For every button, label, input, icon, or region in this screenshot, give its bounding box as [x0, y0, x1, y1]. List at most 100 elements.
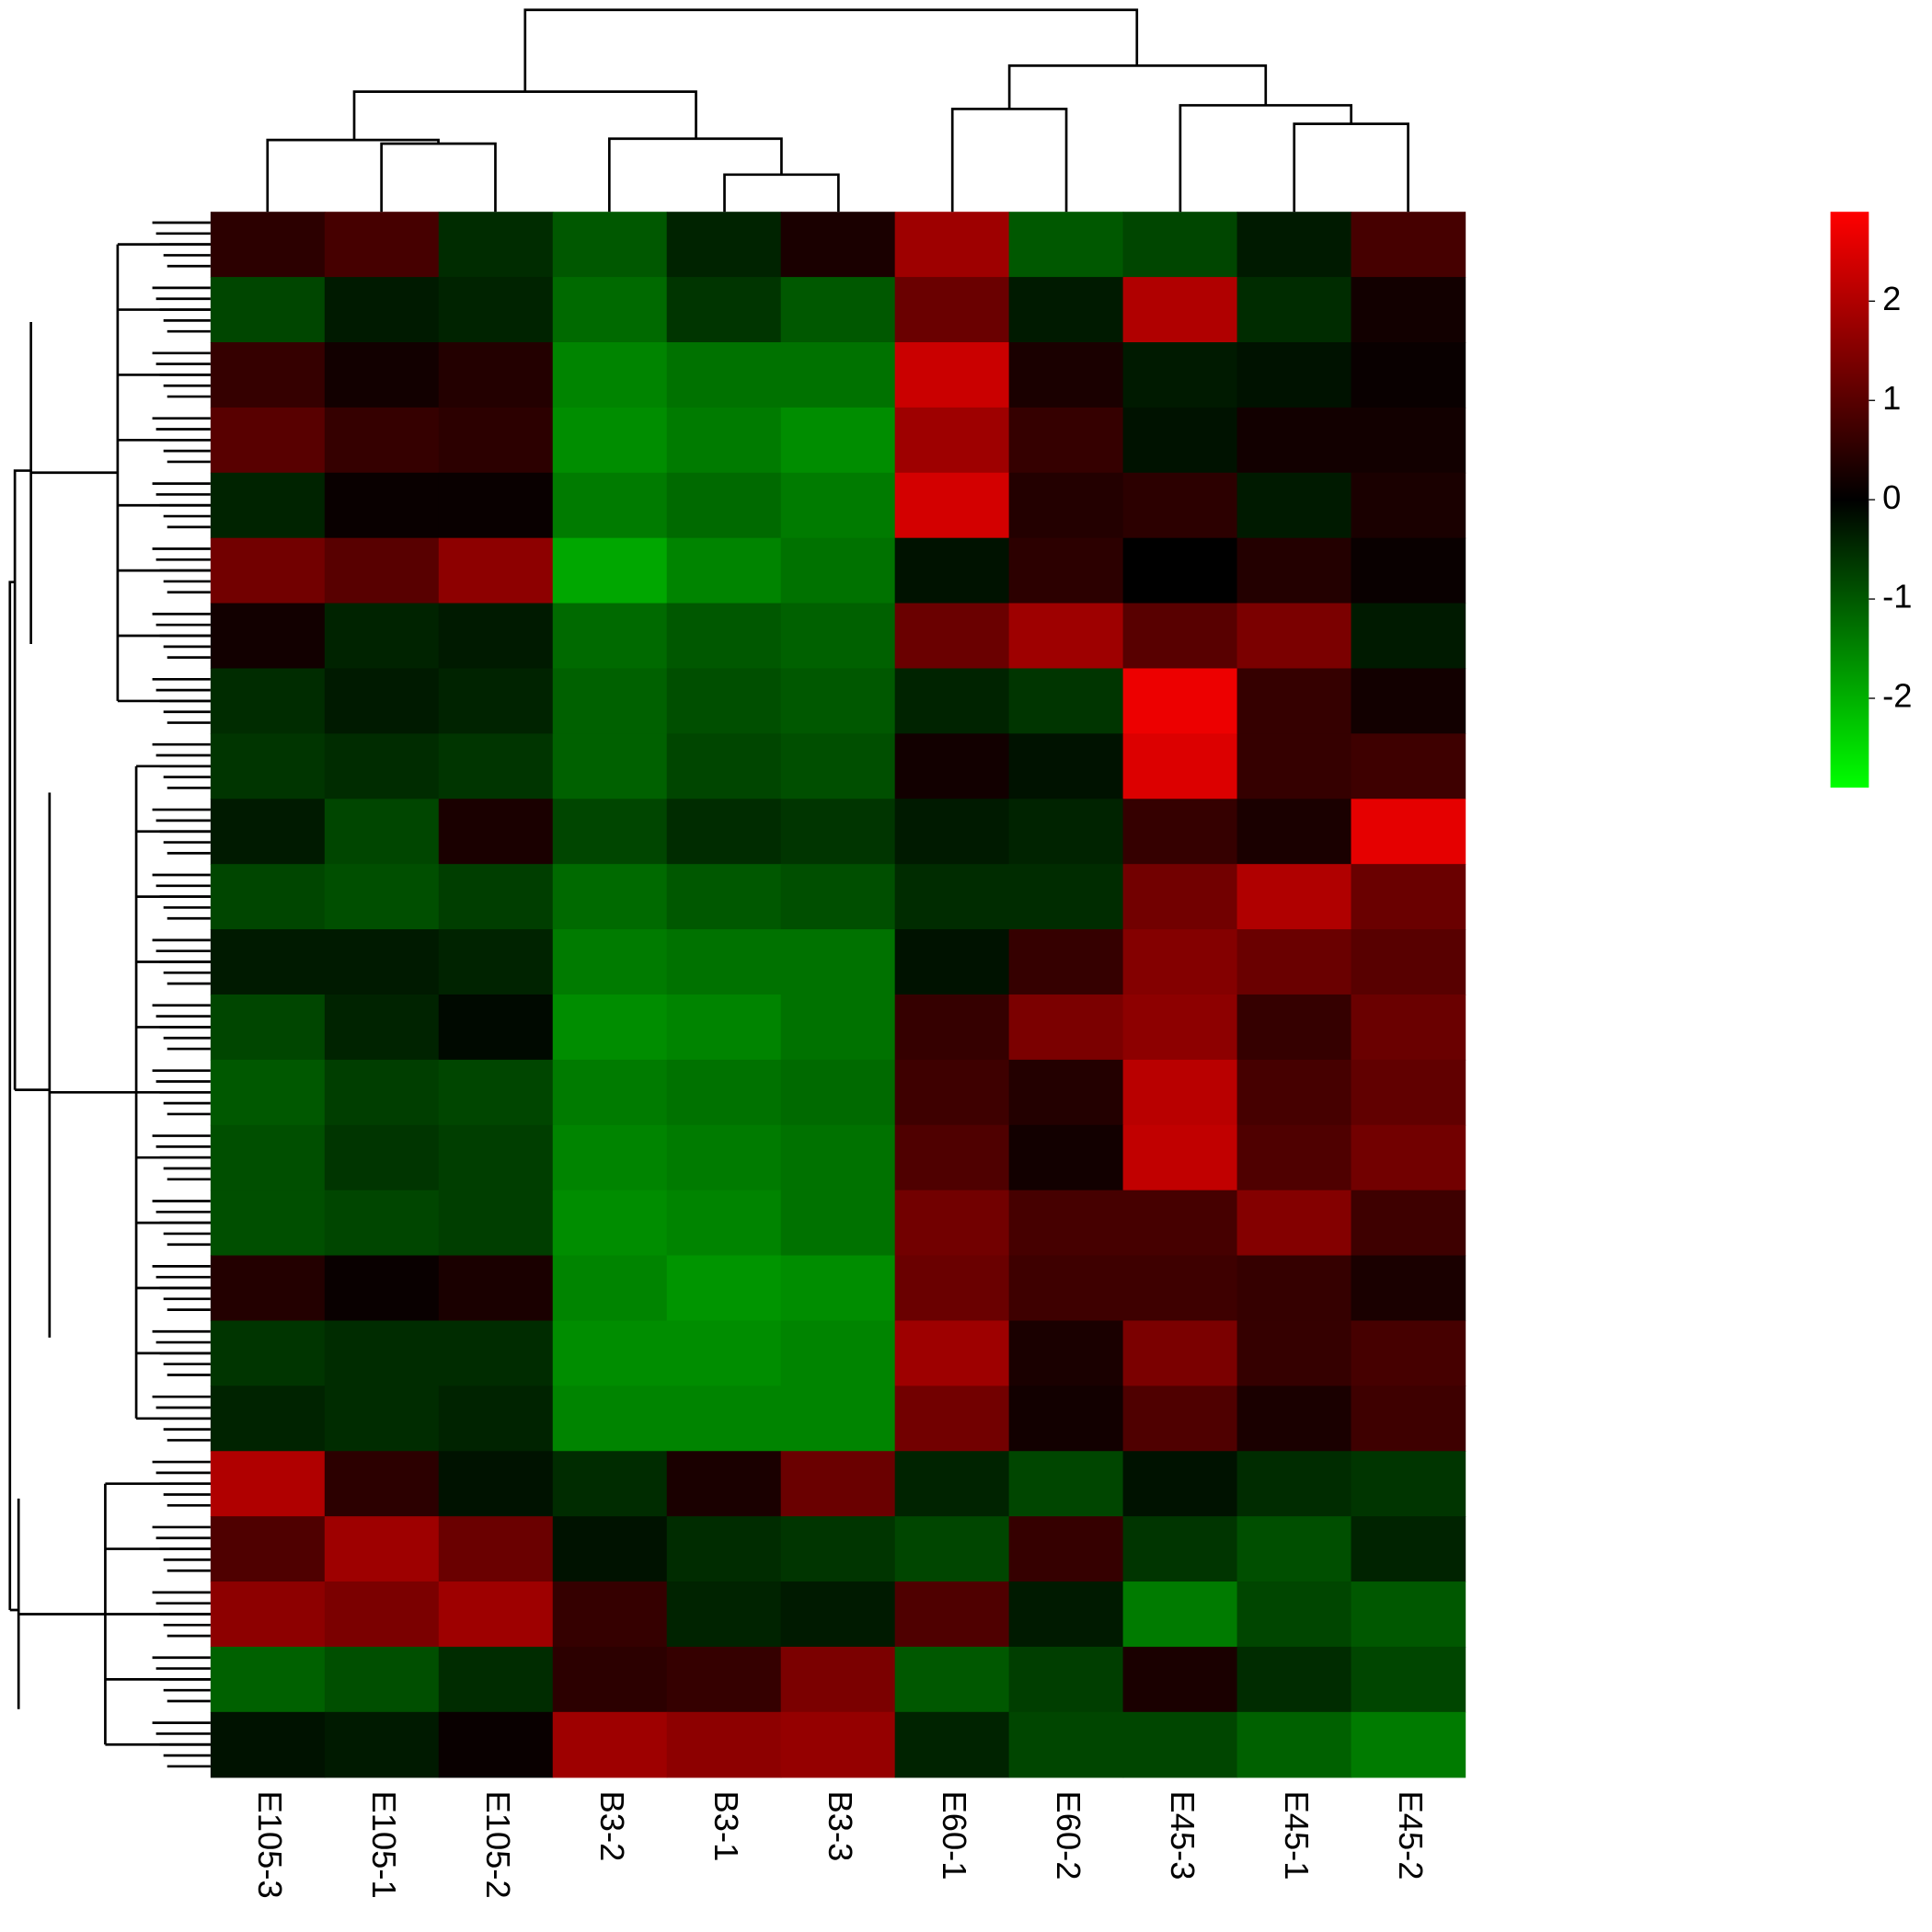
- heatmap-cell: [666, 1711, 782, 1778]
- heatmap-cell: [666, 1646, 782, 1713]
- heatmap-cell: [1008, 1451, 1124, 1517]
- heatmap-cell: [894, 1451, 1010, 1517]
- heatmap-cell: [1236, 733, 1352, 799]
- heatmap-cell: [552, 407, 668, 474]
- heatmap-cell: [438, 1581, 554, 1648]
- column-label: E105-2: [479, 1791, 517, 1899]
- heatmap-cell: [210, 1646, 326, 1713]
- heatmap-cell: [1236, 1516, 1352, 1582]
- heatmap-cell: [894, 1320, 1010, 1387]
- heatmap-cell: [1351, 277, 1466, 343]
- heatmap-cell: [1008, 1190, 1124, 1257]
- heatmap-cell: [894, 212, 1010, 278]
- heatmap-cell: [438, 603, 554, 670]
- heatmap-cell: [1008, 1516, 1124, 1582]
- heatmap-cell: [1122, 472, 1238, 539]
- heatmap-cell: [552, 799, 668, 865]
- heatmap-cell: [1236, 799, 1352, 865]
- heatmap-cell: [1236, 277, 1352, 343]
- heatmap-cell: [552, 668, 668, 735]
- heatmap-cell: [552, 1386, 668, 1452]
- heatmap-cell: [1236, 1646, 1352, 1713]
- heatmap-cell: [666, 603, 782, 670]
- heatmap-cell: [324, 929, 440, 995]
- heatmap-cell: [324, 799, 440, 865]
- heatmap-cell: [324, 212, 440, 278]
- heatmap-cell: [438, 472, 554, 539]
- heatmap-cell: [780, 537, 896, 604]
- heatmap-cell: [324, 1386, 440, 1452]
- colorbar-tick-label: 2: [1882, 280, 1901, 317]
- heatmap-cell: [894, 1581, 1010, 1648]
- heatmap-cell: [324, 1059, 440, 1126]
- heatmap-cell: [894, 603, 1010, 670]
- heatmap-cell: [1122, 1386, 1238, 1452]
- heatmap-cell: [210, 1190, 326, 1257]
- heatmap-cell: [210, 1320, 326, 1387]
- heatmap-cell: [1351, 733, 1466, 799]
- heatmap-cell: [780, 341, 896, 408]
- colorbar-ticks: -2 -1 0 1 2: [1869, 280, 1912, 715]
- row-dendrogram-branch: [18, 1483, 107, 1745]
- heatmap-cell: [438, 799, 554, 865]
- heatmap-cell: [780, 1124, 896, 1191]
- heatmap-cell: [1122, 994, 1238, 1061]
- heatmap-cell: [780, 407, 896, 474]
- heatmap-cell: [780, 212, 896, 278]
- heatmap-cell: [438, 1255, 554, 1322]
- heatmap-cell: [1008, 1581, 1124, 1648]
- heatmap-cell: [552, 1059, 668, 1126]
- heatmap-cell: [1122, 1646, 1238, 1713]
- heatmap-cell: [1236, 1124, 1352, 1191]
- heatmap-cell: [438, 668, 554, 735]
- heatmap-cell: [1122, 1451, 1238, 1517]
- heatmap-cell: [780, 277, 896, 343]
- heatmap-cell: [780, 994, 896, 1061]
- heatmap-cell: [210, 1581, 326, 1648]
- heatmap-cell: [894, 1516, 1010, 1582]
- heatmap-cell: [1008, 277, 1124, 343]
- column-label: E105-1: [365, 1791, 403, 1899]
- column-labels: E105-3 E105-1 E105-2 B3-2 B3-1 B3-3 E60-1 E60-2…: [251, 1791, 1430, 1899]
- heatmap-cell: [552, 1646, 668, 1713]
- colorbar-tick-label: -1: [1882, 578, 1912, 615]
- heatmap-cell: [438, 1646, 554, 1713]
- heatmap-cell: [1008, 212, 1124, 278]
- heatmap-cell: [210, 407, 326, 474]
- heatmap-cell: [1236, 212, 1352, 278]
- heatmap-cell: [438, 864, 554, 930]
- heatmap-cell: [1008, 1646, 1124, 1713]
- heatmap-cell: [438, 1711, 554, 1778]
- heatmap-cell: [210, 1386, 326, 1452]
- heatmap-cell: [1008, 668, 1124, 735]
- heatmap-cell: [552, 537, 668, 604]
- column-label: E105-3: [251, 1791, 289, 1899]
- heatmap-cell: [1351, 1516, 1466, 1582]
- heatmap-cell: [1122, 1255, 1238, 1322]
- heatmap-cell: [1008, 1255, 1124, 1322]
- heatmap-cell: [1236, 472, 1352, 539]
- heatmap-cell: [1236, 341, 1352, 408]
- heatmap-cell: [780, 1451, 896, 1517]
- heatmap-cell: [1236, 1059, 1352, 1126]
- heatmap-cell: [1008, 733, 1124, 799]
- heatmap-cell: [1122, 1711, 1238, 1778]
- heatmap-cell: [1351, 537, 1466, 604]
- heatmap-cell: [1236, 1190, 1352, 1257]
- heatmap-cell: [1236, 1320, 1352, 1387]
- heatmap-cell: [1008, 537, 1124, 604]
- heatmap-cell: [1236, 864, 1352, 930]
- heatmap-cell: [552, 1711, 668, 1778]
- heatmap-cell: [210, 864, 326, 930]
- heatmap-cell: [210, 1451, 326, 1517]
- column-label: E60-2: [1050, 1791, 1087, 1880]
- heatmap-cell: [1122, 1320, 1238, 1387]
- heatmap-cell: [1351, 799, 1466, 865]
- heatmap-cell: [1351, 472, 1466, 539]
- heatmap-cell: [666, 1516, 782, 1582]
- heatmap-cell: [1122, 1190, 1238, 1257]
- heatmap-cell: [1122, 603, 1238, 670]
- heatmap-cell: [1236, 994, 1352, 1061]
- heatmap-cell: [894, 864, 1010, 930]
- heatmap-cell: [780, 929, 896, 995]
